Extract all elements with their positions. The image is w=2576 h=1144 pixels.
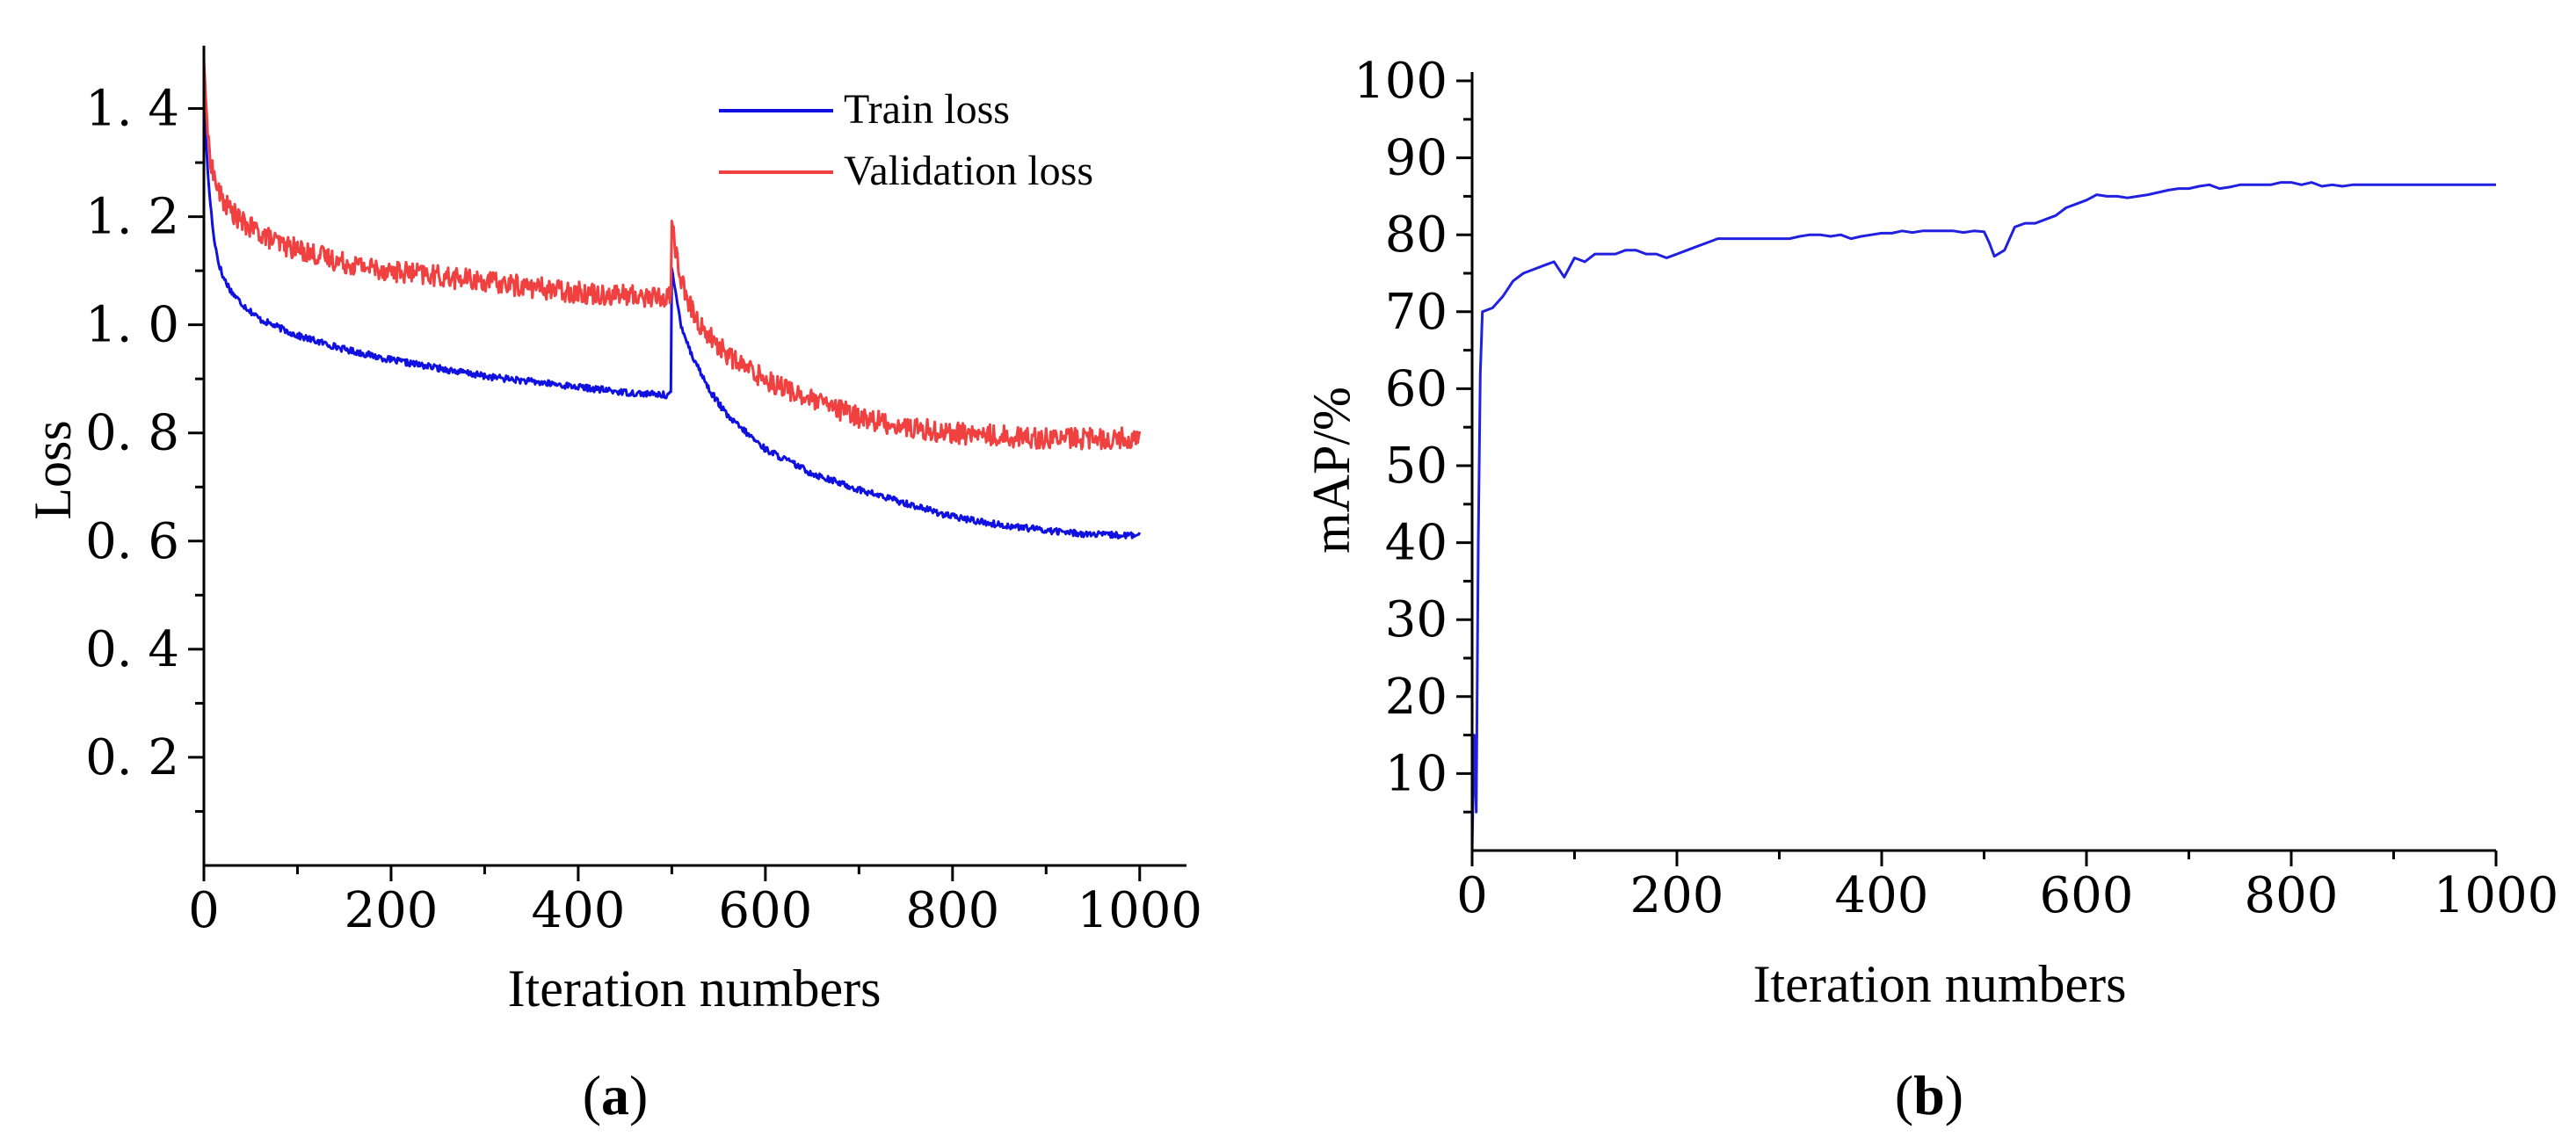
map-x-ticks: 0 200 400 600 800 1000: [1456, 851, 2558, 924]
panel-a-caption: (a): [583, 1064, 649, 1126]
map-y-tick-label: 20: [1385, 669, 1448, 726]
loss-y-tick-label: 0. 4: [85, 621, 179, 678]
map-y-tick-label: 50: [1385, 438, 1448, 495]
map-x-tick-label: 1000: [2434, 867, 2559, 924]
map-y-tick-label: 10: [1385, 745, 1448, 802]
caption-open-paren: (: [583, 1064, 601, 1126]
loss-x-ticks: 0 200 400 600 800 1000: [188, 865, 1202, 939]
map-x-tick-label: 400: [1835, 867, 1929, 924]
loss-axes: [202, 46, 1186, 867]
loss-x-tick-label: 0: [188, 882, 220, 939]
loss-legend: Train loss Validation loss: [719, 86, 1093, 194]
loss-series-train-loss: [202, 65, 1142, 539]
legend-label: Validation loss: [844, 148, 1093, 194]
loss-y-tick-label: 0. 6: [85, 513, 179, 570]
map-x-tick-label: 800: [2245, 867, 2339, 924]
caption-letter-b: b: [1913, 1064, 1945, 1126]
map-y-tick-label: 60: [1385, 360, 1448, 417]
panel-b-caption: (b): [1895, 1064, 1963, 1126]
map-y-tick-label: 100: [1353, 53, 1448, 110]
map-x-axis-title: Iteration numbers: [1753, 955, 2127, 1013]
caption-close-paren: ): [629, 1064, 648, 1126]
map-series-map: [1470, 181, 2496, 851]
map-x-tick-label: 0: [1456, 867, 1488, 924]
map-series-group: [1470, 181, 2496, 851]
loss-x-tick-label: 600: [718, 882, 812, 939]
legend-label: Train loss: [844, 86, 1010, 133]
loss-y-tick-label: 0. 8: [85, 405, 179, 462]
caption-letter-a: a: [601, 1064, 629, 1126]
loss-x-tick-label: 200: [345, 882, 439, 939]
map-y-tick-label: 70: [1385, 284, 1448, 341]
loss-y-tick-label: 1. 0: [85, 297, 179, 354]
svg-text:(b): (b): [1895, 1064, 1963, 1126]
loss-y-tick-label: 0. 2: [85, 729, 179, 786]
loss-series-validation-loss: [202, 60, 1142, 451]
loss-x-tick-label: 1000: [1078, 882, 1203, 939]
caption-open-paren: (: [1895, 1064, 1913, 1126]
caption-close-paren: ): [1945, 1064, 1963, 1126]
map-x-tick-label: 200: [1630, 867, 1724, 924]
map-y-tick-label: 30: [1385, 591, 1448, 648]
loss-series-group: [202, 60, 1142, 539]
loss-y-ticks: 0. 2 0. 4 0. 6 0. 8 1. 0 1. 2 1. 4: [85, 81, 204, 813]
map-chart-panel: 0 200 400 600 800 1000 102030405060708090100 …: [1303, 53, 2558, 1126]
loss-x-tick-label: 800: [905, 882, 999, 939]
map-y-axis-title: mAP/%: [1303, 387, 1361, 554]
map-x-tick-label: 600: [2040, 867, 2134, 924]
map-y-tick-label: 40: [1385, 515, 1448, 572]
loss-x-tick-label: 400: [531, 882, 625, 939]
loss-x-axis-title: Iteration numbers: [508, 959, 882, 1017]
map-axes: [1470, 72, 2496, 852]
loss-y-tick-label: 1. 2: [85, 189, 179, 246]
loss-chart-panel: 0 200 400 600 800 1000 0. 2 0. 4 0. 6 0. 8 1. 0 1.…: [24, 46, 1202, 1126]
map-y-tick-label: 90: [1385, 130, 1448, 187]
loss-y-tick-label: 1. 4: [85, 81, 179, 138]
map-y-ticks: 10 20 30 40 50 60 70 80 90 100: [1353, 53, 1472, 814]
loss-y-axis-title: Loss: [24, 420, 82, 519]
svg-text:(a): (a): [583, 1064, 649, 1126]
map-y-tick-label: 80: [1385, 206, 1448, 264]
